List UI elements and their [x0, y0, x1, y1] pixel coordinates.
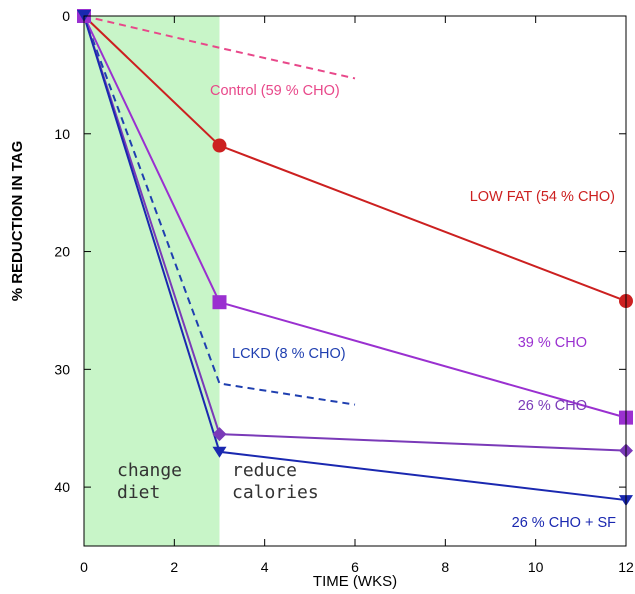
x-tick-label: 8: [441, 559, 449, 575]
x-tick-label: 2: [170, 559, 178, 575]
tick-layer: 0 2 4 6 8 10 12 0 10 20 30 40: [54, 8, 634, 575]
y-tick-label: 20: [54, 244, 70, 260]
x-tick-label: 4: [261, 559, 269, 575]
data-point-26-cho: [212, 427, 227, 442]
x-tick-label: 10: [528, 559, 544, 575]
phase-label-line: calories: [232, 482, 319, 503]
series-label-lckd-8-cho: LCKD (8 % CHO): [232, 346, 346, 362]
series-label-39-cho: 39 % CHO: [518, 335, 587, 351]
series-line-control-59-cho: [83, 15, 356, 80]
data-point-39-cho: [212, 295, 227, 310]
series-label-low-fat-54-cho: LOW FAT (54 % CHO): [470, 189, 615, 205]
x-axis-title: TIME (WKS): [313, 573, 397, 590]
y-tick-label: 40: [54, 479, 70, 495]
x-tick-label: 0: [80, 559, 88, 575]
series-label-26-cho-sf: 26 % CHO + SF: [512, 515, 616, 531]
y-axis-title: % REDUCTION IN TAG: [9, 141, 26, 302]
phase-label-line: reduce: [232, 460, 297, 481]
label-layer: Control (59 % CHO) LOW FAT (54 % CHO) LCKD…: [210, 83, 616, 531]
y-tick-label: 10: [54, 126, 70, 142]
series-line-lckd-8-cho: [83, 15, 356, 406]
series-label-26-cho: 26 % CHO: [518, 398, 587, 414]
phase-label-line: change: [117, 460, 182, 481]
y-tick-label: 30: [54, 361, 70, 377]
series-label-control-59-cho: Control (59 % CHO): [210, 83, 340, 99]
data-point-low-fat-54-cho: [212, 138, 227, 153]
x-tick-label: 6: [351, 559, 359, 575]
diet-change-shaded-region: [84, 16, 220, 546]
y-tick-label: 0: [62, 8, 70, 24]
x-tick-label: 12: [618, 559, 634, 575]
phase-label-line: diet: [117, 482, 160, 503]
data-point-26-cho-sf: [212, 446, 227, 458]
